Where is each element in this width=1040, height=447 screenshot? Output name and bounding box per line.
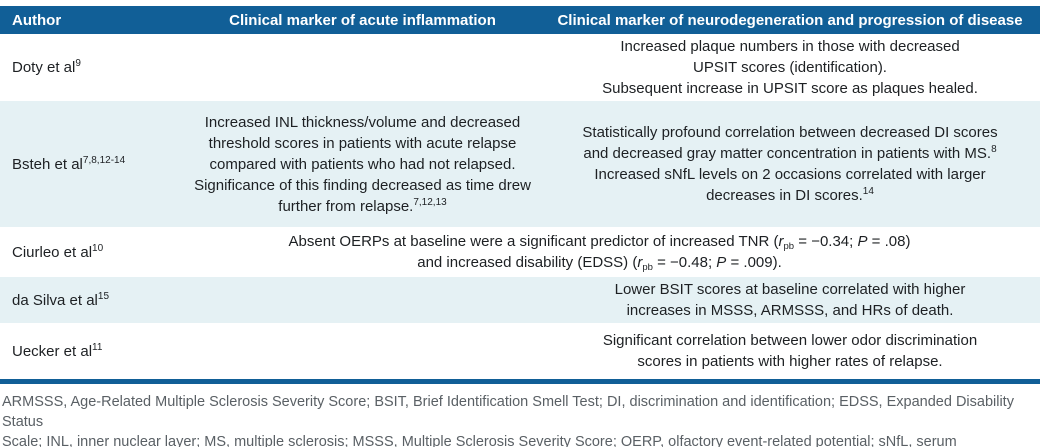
neurodegeneration-cell: Statistically profound correlation betwe… [582, 124, 998, 204]
inflammation-cell: Increased INL thickness/volume and decre… [194, 113, 531, 215]
neurodegeneration-cell: Increased plaque numbers in those with d… [602, 38, 978, 97]
inflammation-cell [185, 277, 540, 323]
author-cell: Uecker et al11 [12, 341, 103, 360]
clinical-markers-table: Author Clinical marker of acute inflamma… [0, 6, 1040, 379]
footnote-line: Scale; INL, inner nuclear layer; MS, mul… [2, 434, 957, 447]
table-row-doty: Doty et al9 Increased plaque numbers in … [0, 34, 1040, 101]
author-cell: da Silva et al15 [12, 290, 110, 309]
author-cell: Ciurleo et al10 [12, 242, 104, 261]
author-cell: Doty et al9 [12, 58, 81, 77]
neurodegeneration-cell: Significant correlation between lower od… [602, 332, 978, 370]
table-row-ciurleo: Ciurleo et al10 Absent OERPs at baseline… [0, 227, 1040, 277]
header-row: Author Clinical marker of acute inflamma… [0, 6, 1040, 34]
table-bottom-rule [0, 379, 1040, 384]
column-header-neurodegeneration: Clinical marker of neurodegeneration and… [557, 11, 1023, 29]
inflammation-cell [185, 34, 540, 101]
neurodegeneration-cell: Lower BSIT scores at baseline correlated… [614, 281, 966, 319]
merged-marker-cell: Absent OERPs at baseline were a signific… [288, 233, 911, 273]
inflammation-cell [185, 323, 540, 379]
author-cell: Bsteh et al7,8,12-14 [12, 154, 126, 173]
footnote-line: ARMSSS, Age-Related Multiple Sclerosis S… [2, 394, 1014, 430]
table-row-uecker: Uecker et al11 Significant correlation b… [0, 323, 1040, 379]
table-row-dasilva: da Silva et al15 Lower BSIT scores at ba… [0, 277, 1040, 323]
table-row-bsteh: Bsteh et al7,8,12-14 Increased INL thick… [0, 101, 1040, 227]
table-footnote: ARMSSS, Age-Related Multiple Sclerosis S… [0, 392, 1040, 447]
column-header-acute-inflammation: Clinical marker of acute inflammation [229, 11, 496, 29]
column-header-author: Author [12, 11, 62, 29]
